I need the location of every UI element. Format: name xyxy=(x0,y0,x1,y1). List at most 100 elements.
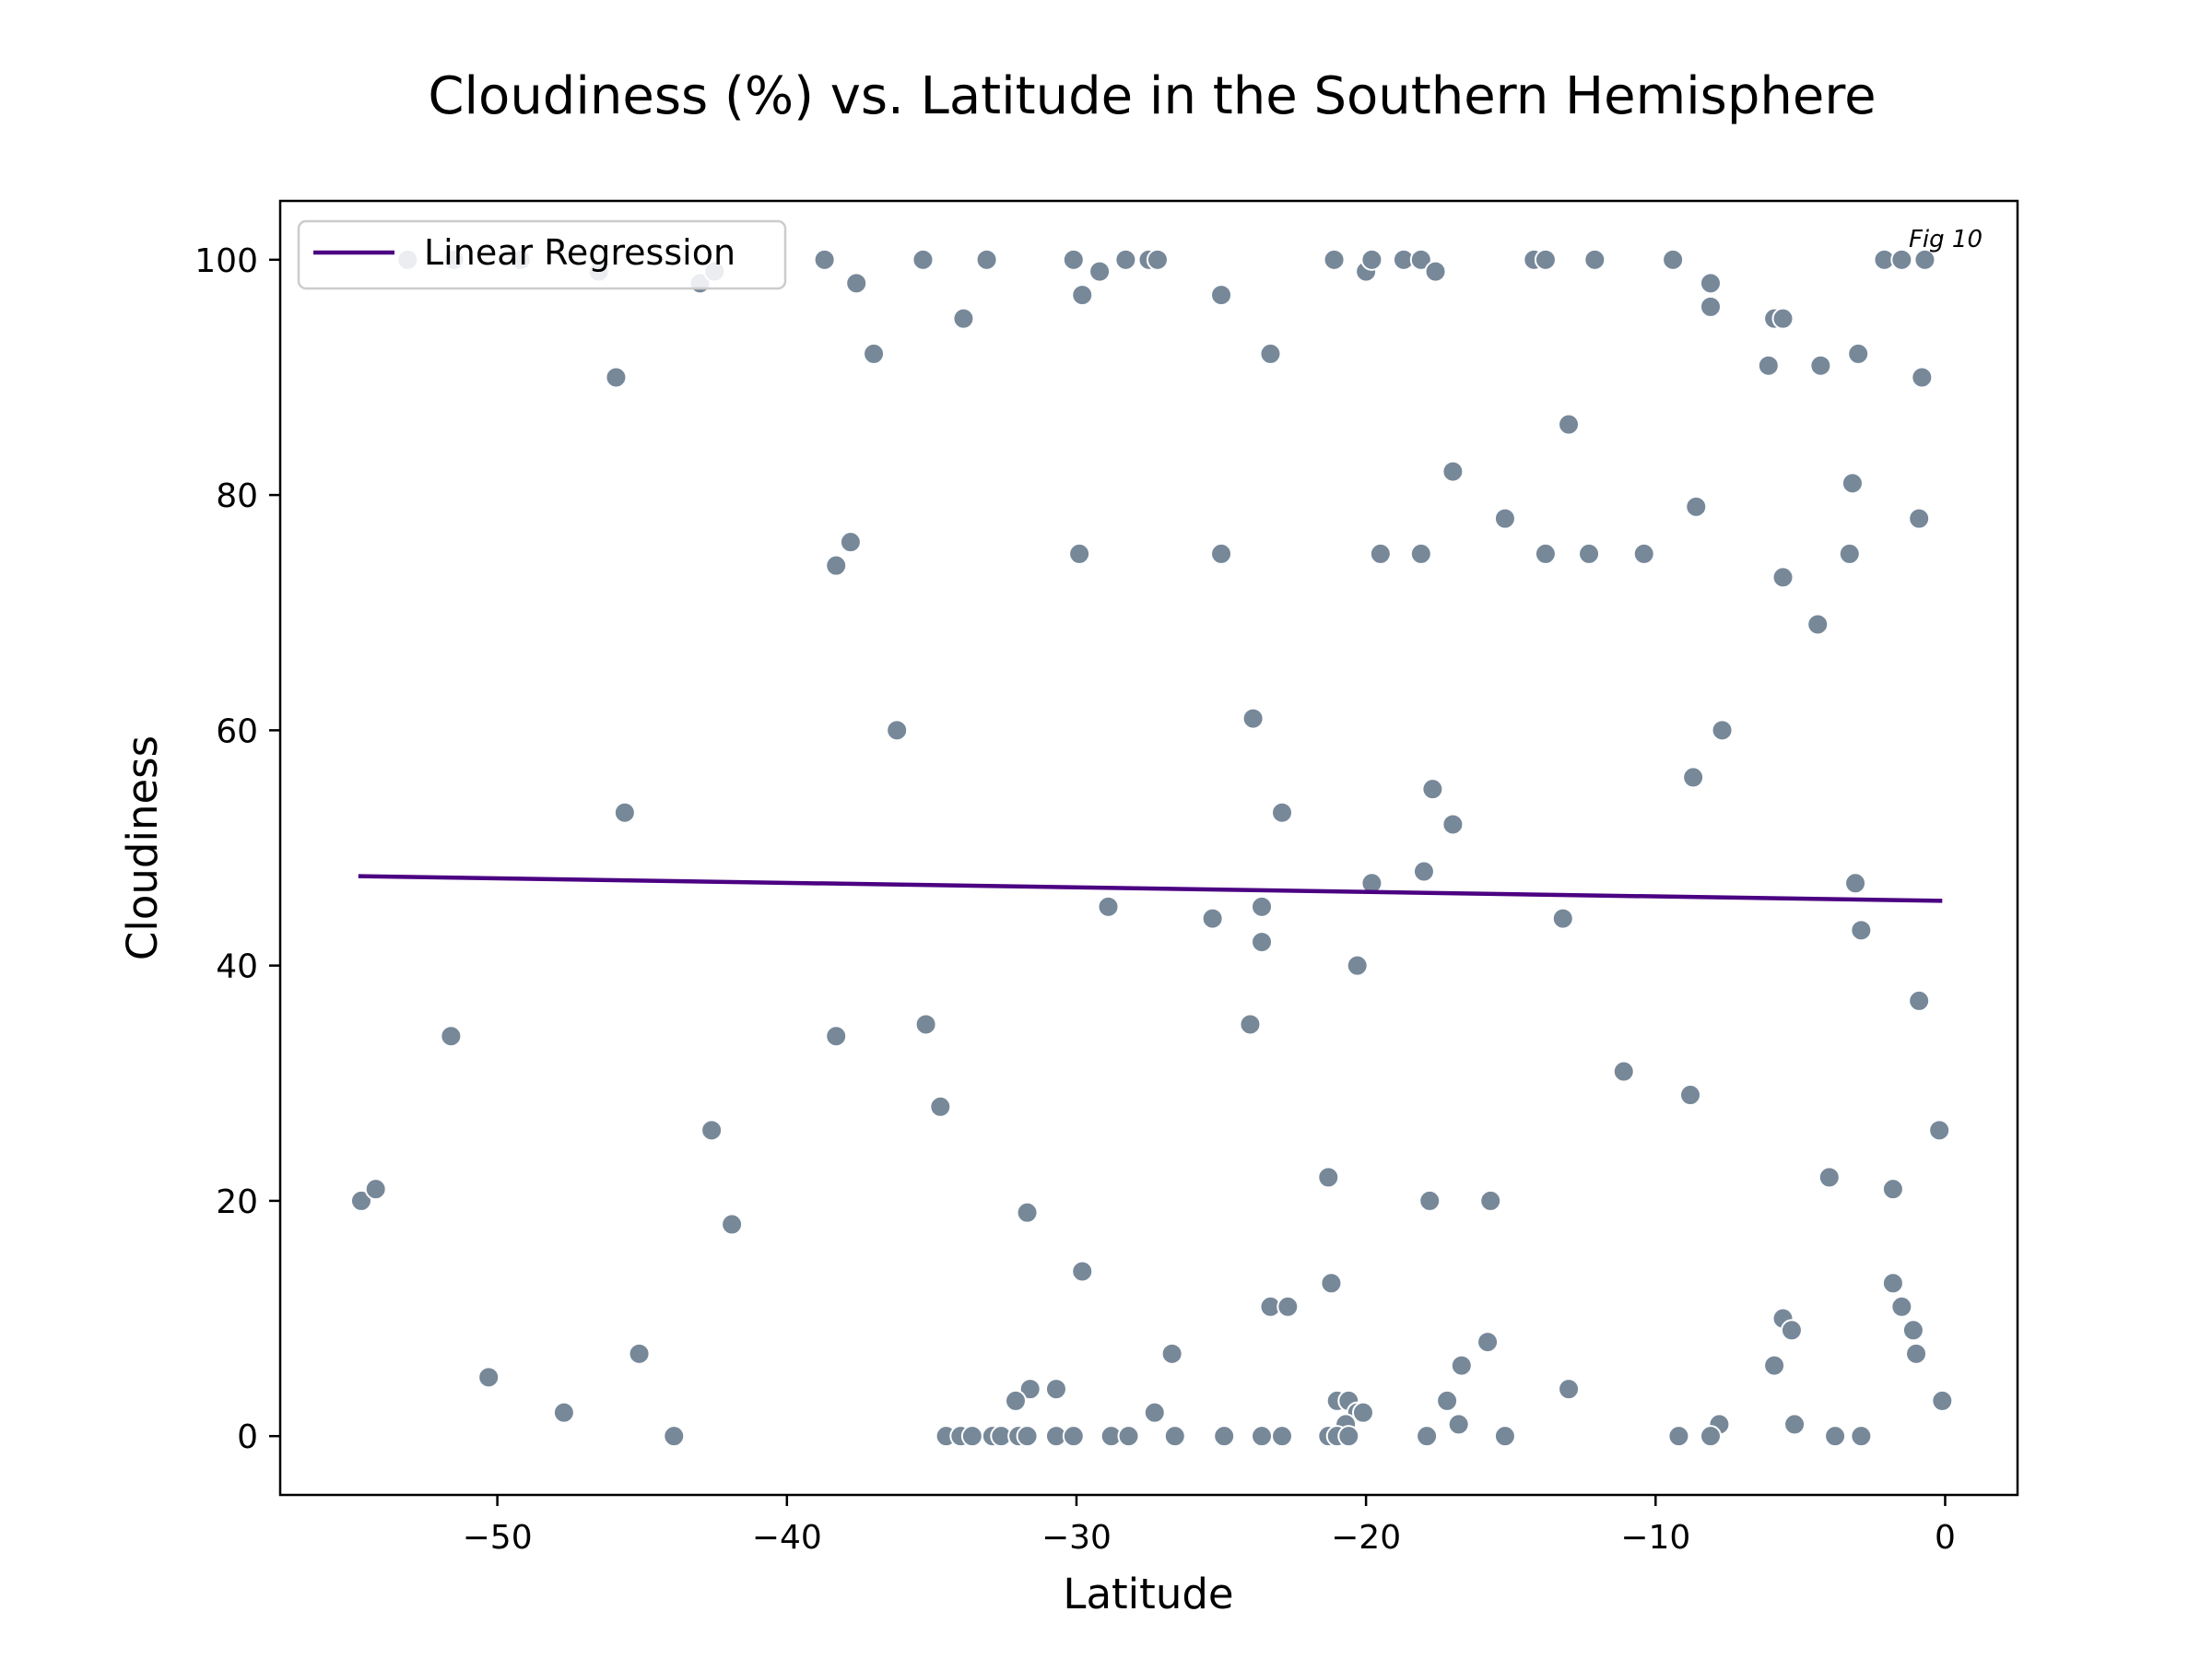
data-point xyxy=(1493,507,1516,530)
data-point xyxy=(1062,1425,1085,1448)
y-tick-label: 80 xyxy=(216,477,258,515)
data-point xyxy=(845,272,868,295)
data-point xyxy=(1763,1354,1786,1377)
y-tick-label: 100 xyxy=(194,242,258,280)
y-tick-label: 0 xyxy=(237,1418,258,1456)
data-point xyxy=(1210,542,1233,565)
data-point xyxy=(912,248,935,271)
data-point xyxy=(613,801,636,824)
data-point xyxy=(1421,778,1444,801)
x-tick-label: −50 xyxy=(463,1519,533,1557)
chart-title: Cloudiness (%) vs. Latitude in the South… xyxy=(428,66,1876,126)
x-tick-label: −40 xyxy=(752,1519,822,1557)
data-point xyxy=(1534,248,1557,271)
data-point xyxy=(1044,1378,1067,1401)
regression-layer xyxy=(358,874,1943,903)
data-point xyxy=(1699,295,1722,318)
data-point xyxy=(1850,1425,1873,1448)
data-point xyxy=(1838,542,1861,565)
legend-box xyxy=(297,219,787,290)
data-point xyxy=(1841,472,1864,495)
data-point xyxy=(1578,542,1601,565)
y-tick-label: 40 xyxy=(216,948,258,986)
data-point xyxy=(477,1366,500,1389)
data-point xyxy=(1534,542,1557,565)
data-point xyxy=(914,1013,937,1036)
data-point xyxy=(1844,872,1867,895)
data-point xyxy=(700,1119,724,1142)
data-point xyxy=(1088,260,1112,283)
data-point xyxy=(1418,1189,1441,1212)
data-point xyxy=(1477,1331,1500,1354)
data-point xyxy=(1818,1166,1841,1189)
data-point xyxy=(1210,284,1233,307)
data-point xyxy=(839,531,862,554)
plot-area xyxy=(280,201,2018,1495)
data-point xyxy=(1160,1342,1183,1365)
data-point xyxy=(1901,1319,1924,1342)
x-axis-label: Latitude xyxy=(1063,1570,1233,1618)
data-point xyxy=(1558,413,1581,436)
data-point xyxy=(1847,342,1870,365)
data-point xyxy=(1783,1413,1806,1436)
data-point xyxy=(825,1025,848,1048)
data-point xyxy=(1163,1425,1186,1448)
x-tick-label: −10 xyxy=(1620,1519,1690,1557)
data-point xyxy=(1928,1119,1951,1142)
data-point xyxy=(952,307,975,330)
data-point xyxy=(1416,1425,1439,1448)
data-point xyxy=(1908,507,1931,530)
data-point xyxy=(1241,707,1265,730)
data-point xyxy=(1259,342,1282,365)
data-point xyxy=(1016,1201,1039,1224)
regression-line xyxy=(358,874,1943,903)
data-point xyxy=(1551,907,1574,930)
data-point xyxy=(863,342,886,365)
data-point xyxy=(552,1401,575,1424)
data-point xyxy=(1662,248,1685,271)
data-point xyxy=(1913,248,1936,271)
data-point xyxy=(1450,1354,1473,1377)
data-point xyxy=(1685,495,1708,518)
data-point xyxy=(1277,1295,1300,1318)
data-point xyxy=(1711,719,1734,742)
data-point xyxy=(1424,260,1447,283)
data-point xyxy=(1436,1389,1459,1412)
data-point xyxy=(975,248,998,271)
y-axis: 0 20 40 60 80 100 xyxy=(194,242,280,1456)
data-point xyxy=(1809,354,1832,377)
data-point xyxy=(1114,248,1137,271)
data-point xyxy=(1409,542,1432,565)
data-point xyxy=(1004,1389,1027,1412)
data-point xyxy=(1757,354,1780,377)
data-point xyxy=(1323,248,1346,271)
y-tick-label: 60 xyxy=(216,712,258,750)
data-point xyxy=(1320,1272,1343,1295)
data-point xyxy=(886,719,909,742)
data-point xyxy=(1351,1401,1374,1424)
data-point xyxy=(663,1425,686,1448)
data-point xyxy=(1583,248,1606,271)
data-point xyxy=(929,1095,952,1118)
data-point xyxy=(1771,307,1794,330)
data-point xyxy=(1699,272,1722,295)
data-point xyxy=(1143,1401,1166,1424)
data-point xyxy=(1850,919,1873,942)
data-point xyxy=(1251,1425,1274,1448)
legend: Linear Regression xyxy=(297,219,787,290)
data-point xyxy=(1699,1425,1722,1448)
data-point xyxy=(1479,1189,1502,1212)
x-tick-label: 0 xyxy=(1935,1519,1956,1557)
data-point xyxy=(1412,860,1435,883)
data-point xyxy=(440,1025,463,1048)
data-point xyxy=(1239,1013,1262,1036)
data-point xyxy=(1881,1178,1904,1201)
data-point xyxy=(721,1213,744,1236)
data-point xyxy=(1612,1060,1635,1083)
data-point xyxy=(825,554,848,577)
data-point xyxy=(960,1425,983,1448)
data-point xyxy=(628,1342,651,1365)
data-point xyxy=(1016,1425,1039,1448)
plot-frame xyxy=(278,199,2019,1497)
